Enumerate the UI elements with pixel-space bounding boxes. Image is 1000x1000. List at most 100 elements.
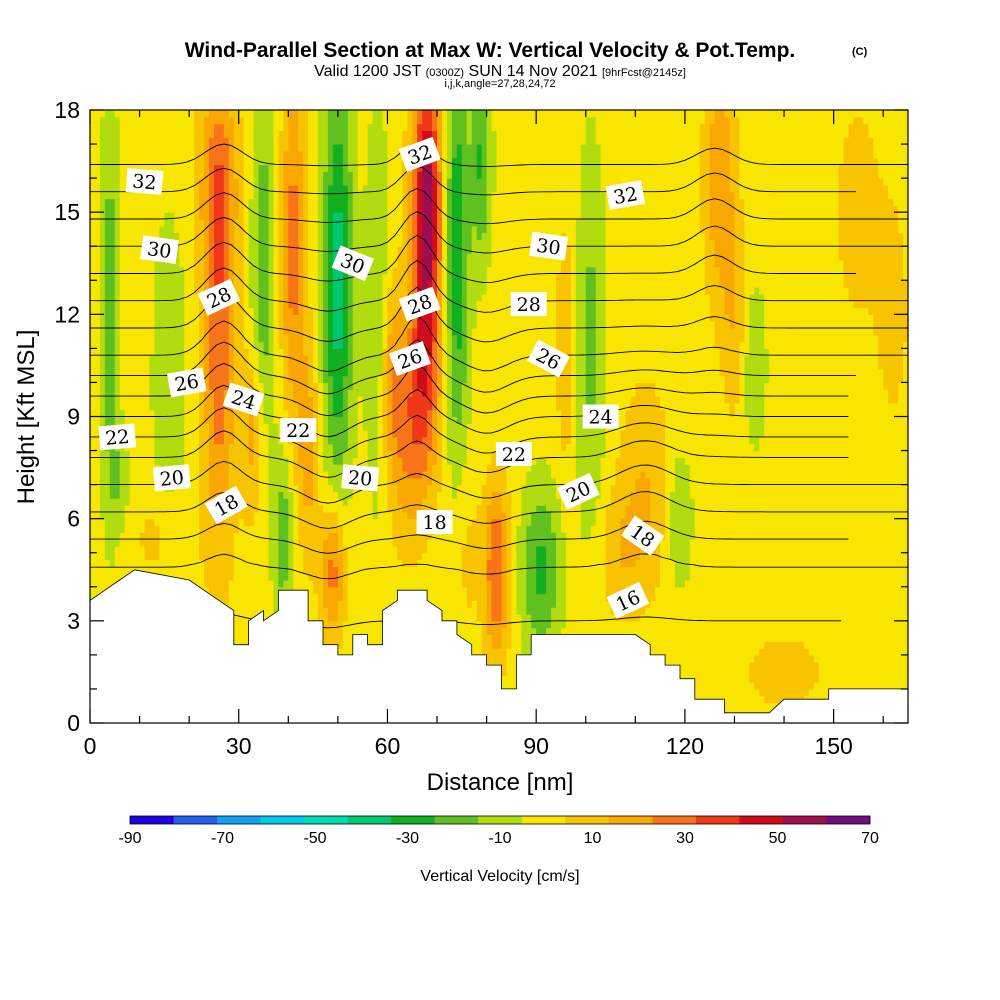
velocity-cell bbox=[308, 573, 314, 581]
velocity-cell bbox=[764, 695, 770, 704]
velocity-cell bbox=[724, 702, 731, 710]
velocity-cell bbox=[427, 532, 433, 540]
velocity-cell bbox=[873, 566, 879, 574]
velocity-cell bbox=[655, 648, 661, 656]
velocity-cell bbox=[263, 614, 270, 622]
velocity-cell bbox=[139, 518, 146, 527]
velocity-cell bbox=[808, 586, 815, 595]
velocity-cell bbox=[238, 614, 245, 622]
velocity-cell bbox=[764, 573, 770, 581]
velocity-cell bbox=[903, 579, 908, 588]
velocity-cell bbox=[511, 518, 517, 527]
velocity-cell bbox=[516, 641, 522, 649]
velocity-cell bbox=[620, 559, 627, 567]
velocity-cell bbox=[640, 573, 646, 581]
velocity-cell bbox=[565, 620, 572, 629]
velocity-cell bbox=[694, 552, 701, 561]
velocity-cell bbox=[863, 668, 869, 676]
velocity-cell bbox=[888, 545, 894, 554]
velocity-cell bbox=[139, 566, 146, 574]
velocity-cell bbox=[635, 552, 641, 561]
velocity-cell bbox=[784, 552, 790, 561]
velocity-cell bbox=[784, 688, 790, 697]
velocity-cell bbox=[546, 614, 552, 622]
velocity-cell bbox=[223, 552, 230, 561]
velocity-cell bbox=[551, 614, 557, 622]
velocity-cell bbox=[645, 518, 651, 527]
velocity-cell bbox=[585, 573, 592, 581]
velocity-cell bbox=[417, 573, 423, 581]
velocity-cell bbox=[446, 614, 453, 622]
velocity-cell bbox=[546, 586, 552, 595]
velocity-cell bbox=[90, 566, 96, 574]
velocity-cell bbox=[337, 586, 344, 595]
velocity-cell bbox=[655, 586, 661, 595]
velocity-cell bbox=[565, 539, 572, 547]
velocity-cell bbox=[233, 627, 240, 636]
velocity-cell bbox=[803, 688, 810, 697]
velocity-cell bbox=[278, 518, 284, 527]
velocity-cell bbox=[684, 525, 691, 533]
velocity-cell bbox=[283, 532, 289, 540]
velocity-cell bbox=[615, 620, 622, 629]
velocity-cell bbox=[739, 654, 745, 663]
velocity-cell bbox=[789, 552, 795, 561]
velocity-cell bbox=[318, 539, 324, 547]
velocity-cell bbox=[843, 518, 850, 527]
velocity-cell bbox=[754, 648, 760, 656]
velocity-cell bbox=[144, 518, 151, 527]
velocity-cell bbox=[491, 573, 498, 581]
velocity-cell bbox=[159, 559, 165, 567]
velocity-cell bbox=[704, 648, 711, 656]
velocity-cell bbox=[194, 566, 200, 574]
velocity-cell bbox=[531, 593, 537, 601]
velocity-cell bbox=[362, 607, 369, 615]
velocity-cell bbox=[337, 559, 344, 567]
velocity-cell bbox=[367, 539, 374, 547]
velocity-cell bbox=[719, 648, 726, 656]
velocity-cell bbox=[516, 559, 522, 567]
velocity-cell bbox=[665, 620, 671, 629]
velocity-cell bbox=[754, 661, 760, 670]
velocity-cell bbox=[318, 614, 324, 622]
velocity-cell bbox=[709, 552, 716, 561]
velocity-cell bbox=[863, 532, 869, 540]
velocity-cell bbox=[238, 620, 245, 629]
velocity-cell bbox=[803, 600, 810, 608]
velocity-cell bbox=[853, 525, 860, 533]
velocity-cell bbox=[461, 586, 468, 595]
velocity-cell bbox=[714, 682, 721, 690]
velocity-cell bbox=[273, 566, 279, 574]
velocity-cell bbox=[189, 552, 195, 561]
velocity-cell bbox=[466, 532, 473, 540]
velocity-cell bbox=[541, 525, 547, 533]
velocity-cell bbox=[674, 518, 681, 527]
velocity-cell bbox=[789, 566, 795, 574]
velocity-cell bbox=[793, 532, 800, 540]
velocity-cell bbox=[803, 579, 810, 588]
velocity-cell bbox=[189, 566, 195, 574]
velocity-cell bbox=[104, 525, 111, 533]
velocity-cell bbox=[645, 559, 651, 567]
velocity-cell bbox=[476, 566, 483, 574]
velocity-cell bbox=[323, 600, 329, 608]
velocity-cell bbox=[94, 532, 101, 540]
velocity-cell bbox=[833, 545, 840, 554]
velocity-cell bbox=[605, 600, 612, 608]
velocity-cell bbox=[764, 682, 770, 690]
velocity-cell bbox=[323, 545, 329, 554]
velocity-cell bbox=[590, 573, 597, 581]
velocity-cell bbox=[878, 573, 884, 581]
velocity-cell bbox=[789, 641, 795, 649]
velocity-cell bbox=[293, 559, 299, 567]
velocity-cell bbox=[769, 675, 775, 683]
velocity-cell bbox=[387, 579, 394, 588]
velocity-cell bbox=[838, 545, 845, 554]
velocity-cell bbox=[308, 532, 314, 540]
velocity-cell bbox=[357, 614, 364, 622]
velocity-cell bbox=[674, 614, 681, 622]
velocity-cell bbox=[551, 607, 557, 615]
velocity-cell bbox=[114, 566, 121, 574]
velocity-cell bbox=[342, 600, 349, 608]
velocity-cell bbox=[689, 627, 696, 636]
